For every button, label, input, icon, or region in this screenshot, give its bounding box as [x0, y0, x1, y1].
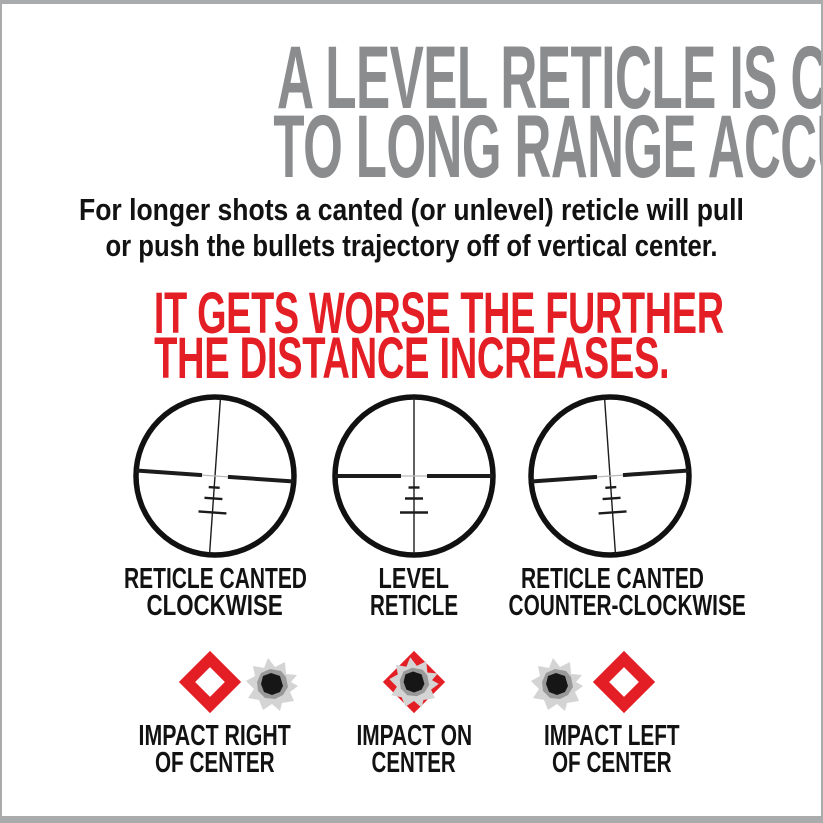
warning-heading: IT GETS WORSE THE FURTHER THE DISTANCE I…	[2, 281, 821, 391]
reticle-canted-counter-clockwise-icon	[528, 394, 692, 558]
page-title-line2: TO LONG RANGE ACCURACY.	[273, 96, 821, 196]
page-title-line1: A LEVEL RETICLE IS CRITICAL	[277, 27, 821, 127]
warning-line2: THE DISTANCE INCREASES.	[153, 326, 670, 391]
intro-text-line1: For longer shots a canted (or unlevel) r…	[79, 192, 744, 227]
label-line: LEVEL	[378, 563, 450, 595]
label-line: IMPACT LEFT	[544, 720, 680, 752]
bullet-hole	[389, 657, 439, 708]
impact-right-of-center-icon	[178, 650, 298, 714]
intro-text: For longer shots a canted (or unlevel) r…	[2, 192, 821, 264]
label-line: CENTER	[371, 747, 457, 779]
bullet-hole	[531, 658, 583, 711]
label-reticle-canted-counter-clockwise: RETICLE CANTED COUNTER-CLOCKWISE	[462, 563, 762, 622]
label-line: COUNTER-CLOCKWISE	[508, 590, 746, 622]
intro-text-line2: or push the bullets trajectory off of ve…	[105, 228, 718, 263]
label-level-reticle: LEVEL RETICLE	[264, 563, 564, 622]
label-line: OF CENTER	[155, 747, 275, 779]
label-impact-on-center: IMPACT ON CENTER	[264, 720, 564, 779]
label-line: CLOCKWISE	[146, 590, 284, 622]
red-diamond-target	[178, 650, 242, 714]
label-line: RETICLE CANTED	[520, 563, 704, 595]
impact-left-of-center-icon	[531, 650, 656, 714]
label-impact-right-of-center: IMPACT RIGHT OF CENTER	[65, 720, 365, 779]
label-impact-left-of-center: IMPACT LEFT OF CENTER	[462, 720, 762, 779]
level-reticle-icon	[332, 394, 496, 558]
red-diamond-target	[592, 650, 656, 714]
warning-line1: IT GETS WORSE THE FURTHER	[153, 281, 724, 346]
label-line: OF CENTER	[552, 747, 672, 779]
page-title: A LEVEL RETICLE IS CRITICAL TO LONG RANG…	[2, 27, 821, 196]
label-line: RETICLE	[369, 590, 459, 622]
label-line: IMPACT ON	[356, 720, 472, 752]
bullet-hole	[246, 658, 298, 711]
reticle-canted-clockwise-icon	[133, 394, 297, 558]
label-line: RETICLE CANTED	[123, 563, 307, 595]
impact-on-center-icon	[382, 650, 446, 714]
label-line: IMPACT RIGHT	[138, 720, 292, 752]
label-reticle-canted-clockwise: RETICLE CANTED CLOCKWISE	[65, 563, 365, 622]
